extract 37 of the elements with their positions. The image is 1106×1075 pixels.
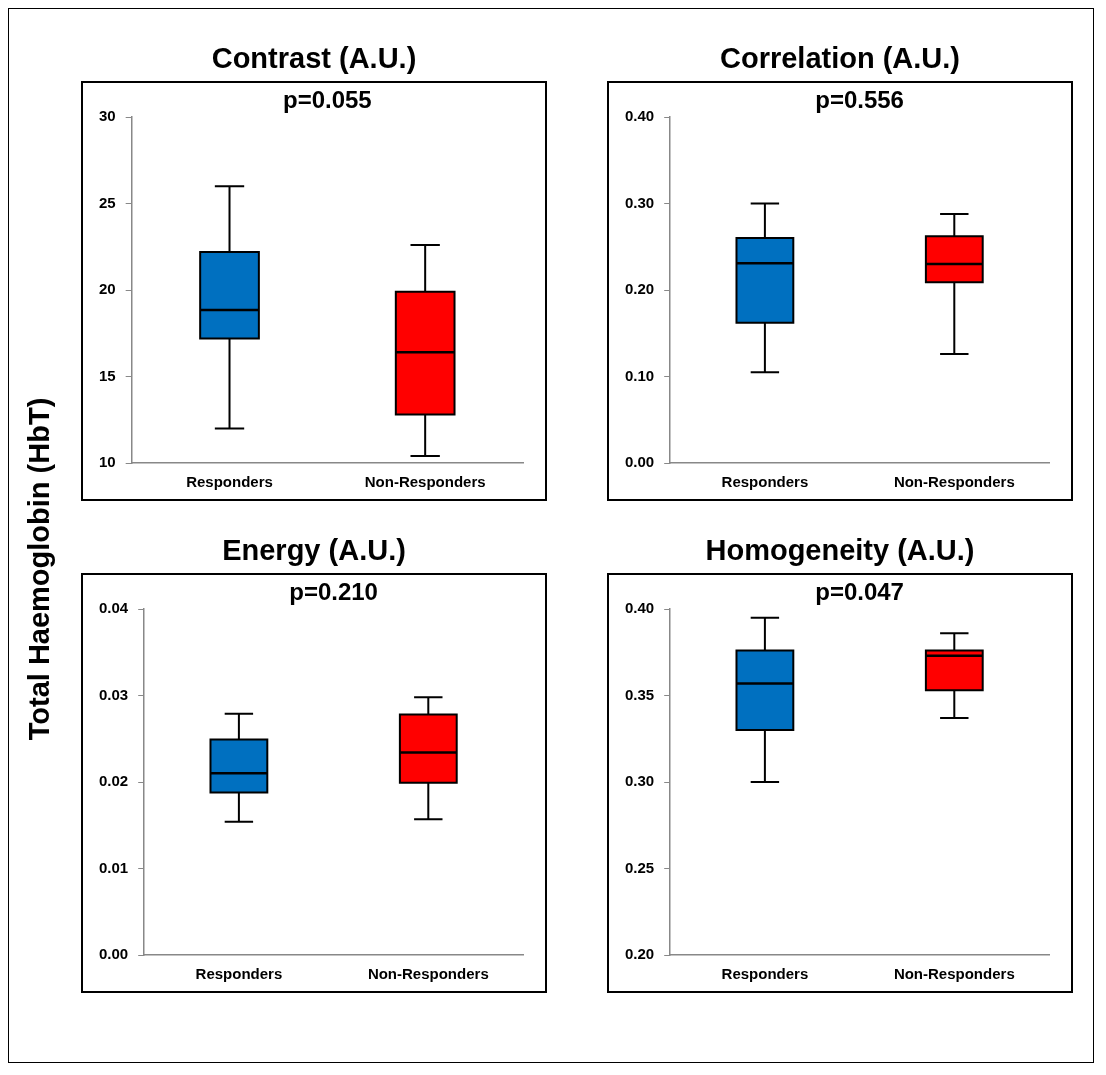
y-tick-label: 0.03	[98, 685, 129, 703]
x-tick-label: Responders	[721, 965, 809, 983]
y-tick-label: 0.40	[624, 599, 655, 617]
y-tick-label: 0.35	[624, 685, 655, 703]
y-tick-label: 0.30	[624, 193, 655, 211]
y-tick-label: 30	[99, 107, 116, 125]
x-tick-label: Non-Responders	[367, 965, 489, 983]
chart-title: Correlation (A.U.)	[719, 41, 961, 76]
chart-title: Homogeneity (A.U.)	[705, 533, 975, 568]
y-tick-label: 0.40	[624, 107, 655, 125]
x-tick-label: Responders	[721, 473, 809, 491]
y-axis-title: Total Haemoglobin (HbT)	[22, 397, 56, 741]
y-tick-label: 0.04	[98, 599, 129, 617]
y-tick-label: 0.10	[624, 366, 655, 384]
chart-title: Energy (A.U.)	[222, 533, 406, 568]
y-tick-label: 0.00	[98, 945, 129, 963]
y-tick-label: 0.02	[98, 772, 129, 790]
text: p=0.210	[289, 577, 378, 605]
y-tick-label: 25	[99, 193, 116, 211]
y-tick-label: 0.01	[98, 858, 129, 876]
y-tick-label: 0.20	[624, 280, 655, 298]
x-tick-label: Non-Responders	[364, 473, 486, 491]
text: p=0.047	[815, 577, 904, 605]
text: p=0.556	[815, 85, 904, 113]
x-tick-label: Non-Responders	[893, 473, 1015, 491]
y-tick-label: 0.25	[624, 858, 655, 876]
x-tick-label: Non-Responders	[893, 965, 1015, 983]
y-tick-label: 0.20	[624, 945, 655, 963]
x-tick-label: Responders	[195, 965, 283, 983]
chart-title: Contrast (A.U.)	[211, 41, 417, 76]
y-tick-label: 0.30	[624, 772, 655, 790]
y-tick-label: 10	[99, 453, 116, 471]
text: p=0.055	[282, 85, 372, 113]
x-tick-label: Responders	[186, 473, 273, 491]
y-tick-label: 0.00	[624, 453, 655, 471]
y-tick-label: 20	[99, 280, 116, 298]
y-tick-label: 15	[99, 366, 116, 384]
